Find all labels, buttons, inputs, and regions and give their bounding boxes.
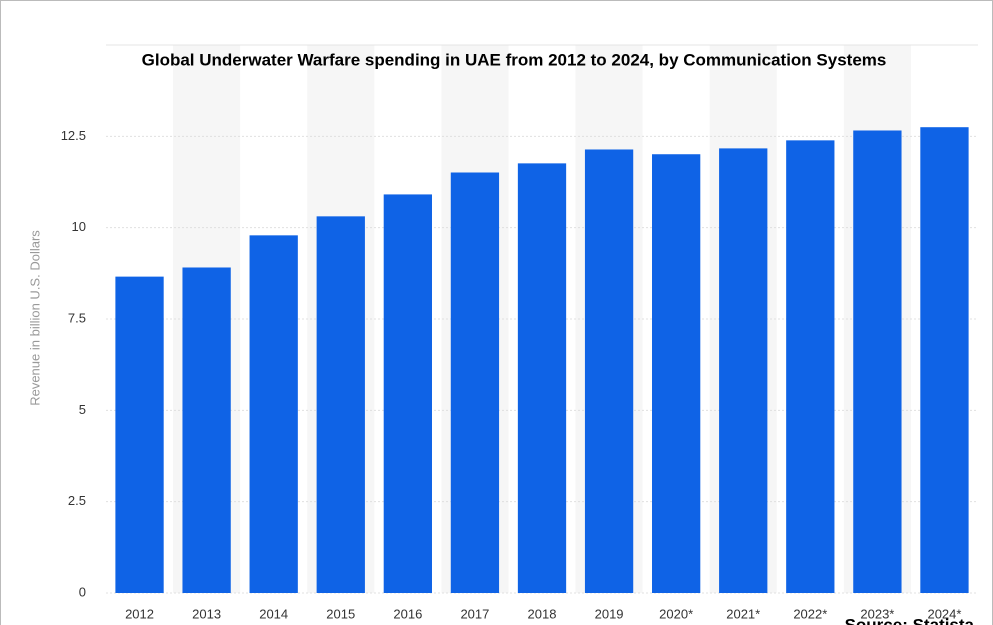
y-tick-label: 7.5 (68, 310, 86, 325)
bar (853, 130, 902, 593)
x-tick-label: 2017 (460, 606, 489, 621)
y-tick-label: 0 (79, 584, 86, 599)
y-axis-label: Revenue in billion U.S. Dollars (27, 230, 42, 406)
chart-title: Global Underwater Warfare spending in UA… (142, 50, 887, 69)
bar (450, 172, 500, 593)
bar (652, 154, 701, 593)
x-tick-label: 2022* (793, 606, 827, 621)
bar (383, 194, 432, 593)
x-tick-label: 2015 (326, 606, 355, 621)
bar (517, 163, 567, 594)
x-tick-label: 2023* (860, 606, 894, 621)
bar (786, 140, 835, 594)
x-tick-label: 2019 (595, 606, 624, 621)
x-tick-label: 2016 (393, 606, 422, 621)
bar (316, 216, 365, 593)
x-tick-label: 2014 (259, 606, 288, 621)
bar (115, 276, 164, 593)
x-tick-label: 2020* (659, 606, 693, 621)
y-tick-label: 5 (79, 402, 86, 417)
source: Source: Statista (845, 615, 975, 625)
x-tick-label: 2012 (125, 606, 154, 621)
bar (249, 235, 298, 593)
x-tick-label: 2021* (726, 606, 760, 621)
bar (182, 267, 231, 593)
bar (719, 148, 768, 593)
x-tick-label: 2018 (528, 606, 557, 621)
y-tick-label: 12.5 (61, 128, 86, 143)
x-tick-label: 2024* (927, 606, 961, 621)
y-tick-label: 10 (72, 219, 86, 234)
y-tick-label: 2.5 (68, 493, 86, 508)
bar (584, 149, 634, 593)
bar (920, 127, 969, 593)
x-tick-label: 2013 (192, 606, 221, 621)
